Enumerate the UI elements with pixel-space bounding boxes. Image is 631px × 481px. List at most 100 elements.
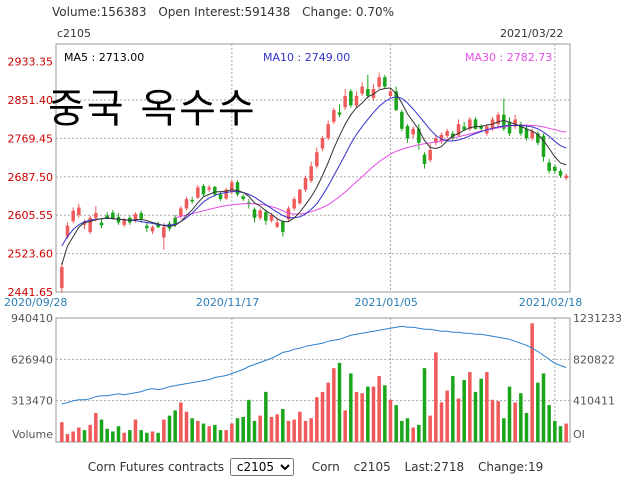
price-tick-label: 2687.50 <box>8 171 54 184</box>
date-tick-label: 2020/11/17 <box>196 296 259 309</box>
volume-bar <box>281 409 285 442</box>
volume-bar <box>77 427 81 442</box>
volume-bar <box>349 373 353 442</box>
last-price: Last:2718 <box>404 460 465 474</box>
candle-body <box>71 210 75 222</box>
volume-bar <box>235 418 240 442</box>
candle-body <box>547 162 551 171</box>
top-info-bar: Volume:156383 Open Interest:591438 Chang… <box>52 5 402 19</box>
candle-body <box>332 110 336 122</box>
volume-bar <box>456 398 461 442</box>
candle-body <box>519 124 523 134</box>
candle-body <box>496 114 500 125</box>
volume-bar <box>190 418 194 442</box>
open-interest-readout: Open Interest:591438 <box>158 5 291 19</box>
volume-bar <box>173 410 177 442</box>
volume-bar <box>213 424 217 442</box>
volume-bar <box>218 430 223 442</box>
candle-body <box>286 208 291 220</box>
oi-tick-label: 820822 <box>573 353 615 366</box>
candle-body <box>77 207 81 216</box>
volume-readout: Volume:156383 <box>52 5 147 19</box>
candle-body <box>218 194 223 200</box>
candle-body <box>213 186 217 195</box>
candle-body <box>298 189 302 204</box>
volume-bar <box>541 373 546 442</box>
volume-bar <box>394 405 398 442</box>
volume-bar <box>167 415 172 442</box>
candle-body <box>411 128 415 135</box>
volume-bar <box>315 397 319 442</box>
volume-bar <box>111 431 115 442</box>
ma30-line <box>175 124 567 219</box>
candle-body <box>145 225 149 229</box>
current-date: 2021/03/22 <box>500 27 564 40</box>
candle-body <box>235 182 240 195</box>
volume-bar <box>388 399 393 442</box>
volume-bar <box>354 391 359 442</box>
date-tick-label: 2020/09/28 <box>4 296 67 309</box>
candle-body <box>315 152 319 167</box>
volume-bar <box>337 362 342 442</box>
volume-bar <box>332 368 336 442</box>
volume-bar <box>71 431 75 442</box>
volume-bar <box>524 412 529 442</box>
candle-body <box>269 215 274 221</box>
volume-bar <box>468 372 472 442</box>
candle-body <box>349 91 353 106</box>
volume-bar <box>258 415 262 442</box>
volume-tick-label: 313470 <box>11 395 53 408</box>
candle-body <box>541 135 546 157</box>
volume-bar <box>320 391 325 442</box>
volume-bar <box>547 405 551 442</box>
volume-bar <box>428 415 432 442</box>
volume-bar <box>145 432 149 442</box>
candle-body <box>536 133 540 143</box>
volume-bar <box>150 431 155 442</box>
volume-bar <box>496 401 500 442</box>
price-tick-label: 2769.45 <box>8 132 54 145</box>
volume-bar <box>411 427 415 442</box>
volume-bar <box>536 382 540 442</box>
ma5-legend: MA5 : 2713.00 <box>64 51 144 64</box>
volume-bar <box>162 419 166 442</box>
contract-select[interactable]: c2105 <box>229 458 294 476</box>
volume-bar <box>377 376 381 442</box>
ma30-legend: MA30 : 2782.73 <box>465 51 552 64</box>
candle-body <box>99 222 104 226</box>
candle-body <box>456 124 461 136</box>
volume-bar <box>116 426 121 442</box>
candle-body <box>320 138 325 149</box>
candle-body <box>354 96 359 106</box>
candle-body <box>258 210 262 218</box>
volume-bar <box>422 368 427 442</box>
volume-bar <box>60 422 64 442</box>
volume-bar <box>133 419 138 442</box>
candle-body <box>462 126 466 130</box>
volume-bar <box>462 380 466 442</box>
volume-bar <box>264 391 268 442</box>
candle-body <box>247 202 251 204</box>
candle-body <box>201 185 206 195</box>
ma5-line <box>61 87 567 265</box>
candle-body <box>513 119 517 127</box>
volume-bar <box>451 376 455 442</box>
volume-bar <box>507 386 512 442</box>
volume-tick-label: 626940 <box>11 353 53 366</box>
candle-body <box>184 199 189 209</box>
candle-body <box>303 177 308 190</box>
date-tick-label: 2021/02/18 <box>519 296 582 309</box>
candle-body <box>343 96 347 108</box>
volume-bar <box>558 426 563 442</box>
candle-body <box>292 199 296 209</box>
candle-body <box>65 225 70 237</box>
price-tick-label: 2441.65 <box>8 286 54 299</box>
candle-body <box>230 182 234 192</box>
candle-body <box>326 124 330 139</box>
ma10-legend: MA10 : 2749.00 <box>263 51 350 64</box>
volume-bar <box>292 419 296 442</box>
candle-body <box>383 77 387 87</box>
candle-body <box>377 77 381 87</box>
candle-body <box>479 126 483 129</box>
candle-body <box>156 223 160 228</box>
